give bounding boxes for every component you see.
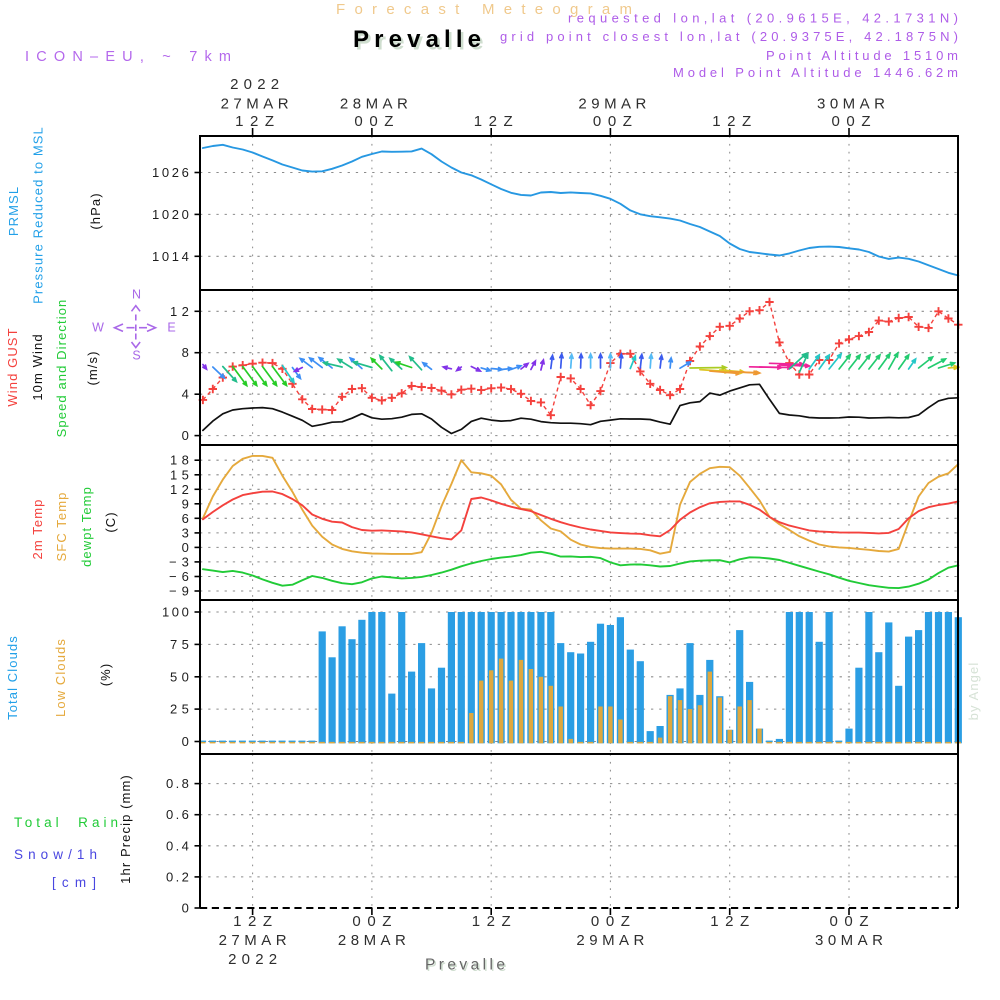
svg-text:0: 0 bbox=[182, 901, 191, 916]
svg-text:75: 75 bbox=[170, 637, 191, 652]
svg-text:0.2: 0.2 bbox=[166, 869, 191, 884]
svg-text:12Z: 12Z bbox=[710, 913, 749, 930]
svg-text:8: 8 bbox=[182, 345, 191, 360]
svg-text:0.4: 0.4 bbox=[166, 838, 191, 853]
svg-text:by Angel: by Angel bbox=[966, 662, 981, 721]
svg-text:Snow/1h: Snow/1h bbox=[14, 847, 97, 862]
svg-text:12Z: 12Z bbox=[235, 113, 274, 130]
svg-text:50: 50 bbox=[170, 669, 191, 684]
svg-text:30MAR: 30MAR bbox=[817, 96, 885, 113]
svg-text:E: E bbox=[167, 321, 175, 335]
svg-text:29MAR: 29MAR bbox=[576, 932, 644, 949]
svg-text:Forecast Meteogram: Forecast Meteogram bbox=[336, 1, 632, 18]
svg-text:[cm]: [cm] bbox=[52, 875, 96, 890]
svg-text:Pressure Reduced to MSL: Pressure Reduced to MSL bbox=[31, 126, 46, 304]
svg-text:Total Clouds: Total Clouds bbox=[5, 635, 20, 720]
svg-text:27MAR: 27MAR bbox=[221, 96, 289, 113]
svg-text:00Z: 00Z bbox=[354, 113, 393, 130]
svg-text:12Z: 12Z bbox=[712, 113, 751, 130]
svg-text:100: 100 bbox=[162, 605, 191, 620]
svg-text:12: 12 bbox=[170, 482, 191, 497]
svg-text:29MAR: 29MAR bbox=[578, 96, 646, 113]
svg-text:Low Clouds: Low Clouds bbox=[53, 638, 68, 717]
svg-text:N: N bbox=[132, 288, 141, 302]
svg-text:00Z: 00Z bbox=[591, 913, 630, 930]
svg-text:(m/s): (m/s) bbox=[85, 350, 100, 385]
svg-text:1hr Precip (mm): 1hr Precip (mm) bbox=[118, 774, 133, 884]
svg-text:1026: 1026 bbox=[152, 165, 191, 180]
svg-text:00Z: 00Z bbox=[352, 913, 391, 930]
svg-text:(%): (%) bbox=[98, 663, 113, 687]
svg-text:3: 3 bbox=[182, 525, 191, 540]
svg-text:(C): (C) bbox=[103, 511, 118, 532]
svg-text:28MAR: 28MAR bbox=[340, 96, 408, 113]
svg-text:grid point closest lon,lat (20: grid point closest lon,lat (20.9375E, 42… bbox=[500, 29, 958, 44]
svg-text:12Z: 12Z bbox=[474, 113, 513, 130]
svg-text:dewpt Temp: dewpt Temp bbox=[79, 486, 94, 567]
svg-text:00Z: 00Z bbox=[832, 113, 871, 130]
svg-text:4: 4 bbox=[182, 387, 191, 402]
svg-text:30MAR: 30MAR bbox=[815, 932, 883, 949]
svg-text:Speed and Direction: Speed and Direction bbox=[54, 299, 69, 438]
svg-text:ICON–EU, ~ 7km: ICON–EU, ~ 7km bbox=[25, 49, 231, 65]
svg-text:15: 15 bbox=[170, 467, 191, 482]
svg-text:Total Rain: Total Rain bbox=[14, 815, 118, 830]
svg-text:12Z: 12Z bbox=[472, 913, 511, 930]
svg-text:Prevalle: Prevalle bbox=[353, 26, 481, 53]
svg-text:25: 25 bbox=[170, 702, 191, 717]
svg-text:2m Temp: 2m Temp bbox=[30, 499, 45, 560]
svg-text:PRMSL: PRMSL bbox=[6, 186, 21, 236]
svg-text:28MAR: 28MAR bbox=[338, 932, 406, 949]
svg-text:1020: 1020 bbox=[152, 207, 191, 222]
svg-text:Prevalle: Prevalle bbox=[356, 29, 484, 56]
svg-text:12Z: 12Z bbox=[233, 913, 272, 930]
svg-text:(hPa): (hPa) bbox=[88, 192, 103, 229]
svg-text:10m Wind: 10m Wind bbox=[30, 333, 45, 400]
svg-text:0: 0 bbox=[182, 428, 191, 443]
svg-text:SFC Temp: SFC Temp bbox=[54, 492, 69, 562]
svg-text:Point Altitude 1510m: Point Altitude 1510m bbox=[766, 48, 958, 63]
svg-text:00Z: 00Z bbox=[830, 913, 869, 930]
svg-text:1014: 1014 bbox=[152, 249, 191, 264]
svg-text:9: 9 bbox=[182, 496, 191, 511]
svg-text:0.6: 0.6 bbox=[166, 807, 191, 822]
svg-text:00Z: 00Z bbox=[593, 113, 632, 130]
svg-text:18: 18 bbox=[170, 453, 191, 468]
svg-text:0: 0 bbox=[182, 734, 191, 749]
svg-text:12: 12 bbox=[170, 304, 191, 319]
svg-text:Wind GUST: Wind GUST bbox=[5, 327, 20, 406]
svg-text:6: 6 bbox=[182, 511, 191, 526]
svg-text:0: 0 bbox=[182, 540, 191, 555]
svg-text:27MAR: 27MAR bbox=[219, 932, 287, 949]
svg-text:W: W bbox=[92, 321, 104, 335]
svg-text:0.8: 0.8 bbox=[166, 776, 191, 791]
svg-text:S: S bbox=[132, 349, 140, 363]
